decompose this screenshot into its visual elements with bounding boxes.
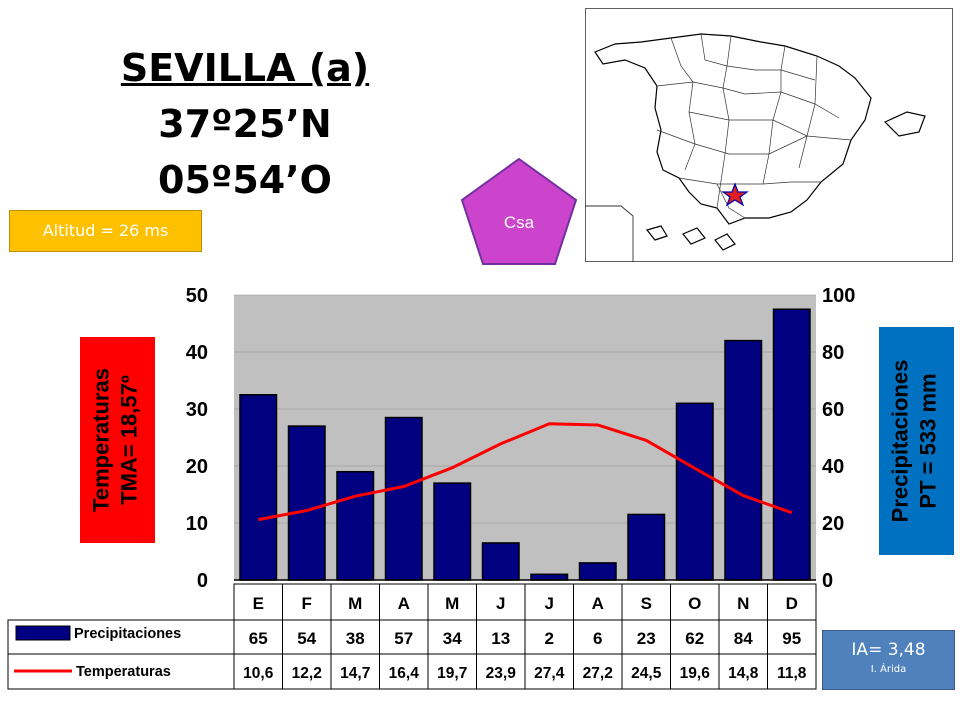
aridity-index-label: I. Árida — [870, 664, 907, 675]
climate-pentagon: Csa — [460, 158, 578, 265]
map-boundaries — [656, 33, 852, 219]
temp-value: 16,4 — [389, 665, 420, 682]
precip-bar — [336, 470, 375, 581]
precip-value: 84 — [734, 629, 753, 648]
precip-value: 13 — [491, 629, 510, 648]
temperature-axis-title: Temperaturas — [89, 368, 114, 512]
precip-bar — [724, 339, 763, 581]
precip-value: 62 — [685, 629, 704, 648]
left-axis-ticks: 0 10 20 30 40 50 — [186, 285, 208, 592]
temperature-line — [258, 422, 793, 522]
station-title: SEVILLA (a) — [120, 46, 370, 90]
precip-bar — [530, 573, 569, 581]
precip-values-row: 65 54 38 57 34 13 2 6 23 62 84 95 — [249, 629, 801, 648]
temp-value: 14,8 — [728, 665, 759, 682]
precip-value: 57 — [394, 629, 413, 648]
right-tick-label: 100 — [822, 285, 855, 307]
aridity-index-value: IA= 3,48 — [851, 640, 926, 660]
temperature-axis-box — [80, 337, 155, 543]
temp-value: 27,4 — [534, 665, 565, 682]
month-label: F — [302, 594, 312, 613]
precip-value: 6 — [593, 629, 602, 648]
precip-bar — [481, 542, 520, 581]
precip-legend-label: Precipitaciones — [74, 626, 181, 642]
precip-value: 2 — [545, 629, 554, 648]
sevilla-star-icon — [721, 182, 749, 207]
precip-value: 34 — [443, 629, 462, 648]
left-tick-label: 20 — [186, 456, 208, 478]
left-tick-label: 40 — [186, 342, 208, 364]
gridlines — [234, 294, 816, 524]
temp-values-row: 10,6 12,2 14,7 16,4 19,7 23,9 27,4 27,2 24,5 19,6… — [243, 665, 807, 682]
temp-value: 23,9 — [486, 665, 517, 682]
pt-label: PT = 533 mm — [916, 373, 941, 508]
precip-bar — [384, 416, 423, 581]
left-tick-label: 50 — [186, 285, 208, 307]
data-table: E F M A M J J A S O N D 65 54 38 57 34 13 2 6 23 62 84 95 10,6… — [7, 583, 817, 690]
temp-value: 10,6 — [243, 665, 274, 682]
station-latitude: 37º25’N — [158, 102, 332, 146]
precip-bar — [772, 308, 811, 581]
precip-bar — [578, 562, 617, 581]
month-label: N — [737, 594, 749, 613]
precip-bar — [627, 513, 666, 581]
right-tick-label: 60 — [822, 399, 844, 421]
left-tick-label: 10 — [186, 513, 208, 535]
right-tick-label: 80 — [822, 342, 844, 364]
precip-bars — [239, 308, 811, 581]
temp-value: 19,7 — [437, 665, 467, 682]
temp-value: 11,8 — [777, 665, 807, 682]
right-tick-label: 20 — [822, 513, 844, 535]
station-longitude: 05º54’O — [158, 158, 332, 202]
month-label: J — [545, 594, 554, 613]
precip-bar — [239, 394, 278, 581]
temp-value: 14,7 — [340, 665, 370, 682]
temp-value: 24,5 — [631, 665, 662, 682]
aridity-index-box: IA= 3,48 I. Árida — [822, 630, 955, 690]
temp-value: 12,2 — [292, 665, 322, 682]
month-label: A — [592, 594, 604, 613]
temp-legend-label: Temperaturas — [76, 664, 171, 680]
month-label: A — [398, 594, 410, 613]
precip-value: 54 — [297, 629, 316, 648]
month-label: J — [496, 594, 505, 613]
climate-code: Csa — [504, 213, 535, 232]
month-label: S — [641, 594, 652, 613]
precip-bar — [433, 482, 472, 581]
month-label: O — [688, 594, 701, 613]
location-map — [585, 8, 953, 262]
precipitation-axis-box — [879, 327, 954, 555]
precipitation-axis-title: Precipitaciones — [888, 360, 913, 523]
precip-value: 23 — [637, 629, 656, 648]
precip-legend-swatch — [15, 625, 71, 641]
altitude-label: Altitud = 26 ms — [9, 210, 202, 252]
plot-area — [234, 295, 816, 580]
tma-label: TMA= 18,57º — [117, 375, 142, 505]
left-tick-label: 0 — [197, 570, 208, 592]
precip-value: 65 — [249, 629, 268, 648]
month-label: D — [786, 594, 798, 613]
precip-value: 38 — [346, 629, 365, 648]
temp-value: 27,2 — [583, 665, 613, 682]
map-coastline — [594, 33, 926, 251]
month-label: E — [253, 594, 264, 613]
precip-bar — [675, 402, 714, 581]
right-axis-ticks: 0 20 40 60 80 100 — [822, 285, 855, 592]
right-tick-label: 0 — [822, 570, 833, 592]
precip-value: 95 — [782, 629, 801, 648]
temp-value: 19,6 — [680, 665, 711, 682]
precip-bar — [287, 425, 326, 581]
station-title-block: SEVILLA (a) 37º25’N 05º54’O — [110, 40, 380, 208]
month-label: M — [445, 594, 459, 613]
month-label: M — [348, 594, 362, 613]
left-tick-label: 30 — [186, 399, 208, 421]
right-tick-label: 40 — [822, 456, 844, 478]
